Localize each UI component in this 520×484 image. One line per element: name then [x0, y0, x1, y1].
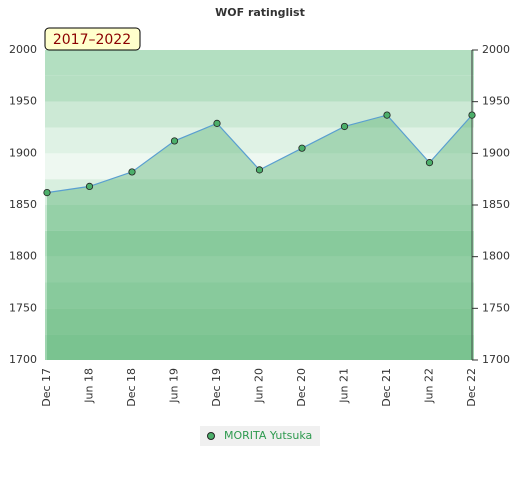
- annotation: 2017–2022: [53, 32, 131, 48]
- y-tick-label: 1800: [9, 250, 37, 263]
- point: [43, 189, 51, 197]
- band: [45, 308, 474, 335]
- x-tick-label: Dec 20: [295, 368, 308, 407]
- plot-area: [45, 50, 474, 360]
- point: [468, 111, 476, 119]
- band: [45, 179, 474, 205]
- y-tick-label-right: 1750: [482, 301, 510, 314]
- point: [298, 144, 306, 152]
- y-tick-label: 1850: [9, 198, 37, 211]
- y-tick-label-right: 2000: [482, 43, 510, 56]
- x-tick-label: Dec 17: [40, 368, 53, 407]
- y-tick-label: 1900: [9, 146, 37, 159]
- x-tick-label: Dec 21: [380, 368, 393, 407]
- legend-label: MORITA Yutsuka: [224, 429, 312, 442]
- y-tick-label-right: 1800: [482, 250, 510, 263]
- area: [47, 115, 472, 360]
- x-tick-label: Jun 21: [338, 368, 351, 404]
- y-tick-label-right: 1900: [482, 146, 510, 159]
- band: [45, 205, 474, 231]
- y-tick-label-right: 1700: [482, 353, 510, 366]
- chart-title: WOF ratinglist: [215, 6, 305, 19]
- band: [45, 75, 474, 102]
- x-tick-label: Dec 19: [210, 368, 223, 407]
- legend: [200, 426, 320, 446]
- point: [128, 168, 136, 176]
- point: [383, 111, 391, 119]
- x-tick-label: Jun 22: [423, 368, 436, 404]
- x-tick-label: Jun 18: [83, 368, 96, 404]
- point: [255, 166, 264, 174]
- point: [213, 119, 221, 127]
- y-tick-label-right: 1850: [482, 198, 510, 211]
- y-tick-label: 2000: [9, 43, 37, 56]
- band: [45, 230, 474, 257]
- legend-marker: [207, 432, 215, 440]
- x-tick-label: Jun 19: [168, 368, 181, 404]
- y-tick-label: 1750: [9, 301, 37, 314]
- point: [170, 137, 179, 145]
- x-tick-label: Dec 18: [125, 368, 138, 407]
- band: [45, 256, 474, 283]
- y-tick-label-right: 1950: [482, 95, 510, 108]
- band: [45, 50, 474, 76]
- point: [425, 159, 434, 167]
- y-tick-label: 1700: [9, 353, 37, 366]
- band: [45, 101, 474, 128]
- x-tick-label: Jun 20: [253, 368, 266, 404]
- point: [340, 122, 349, 131]
- annotation-box: [44, 27, 141, 51]
- band: [45, 334, 474, 360]
- point: [85, 182, 94, 190]
- x-tick-label: Dec 22: [465, 368, 478, 407]
- y-tick-label: 1950: [9, 95, 37, 108]
- band: [45, 153, 474, 180]
- band: [45, 282, 474, 309]
